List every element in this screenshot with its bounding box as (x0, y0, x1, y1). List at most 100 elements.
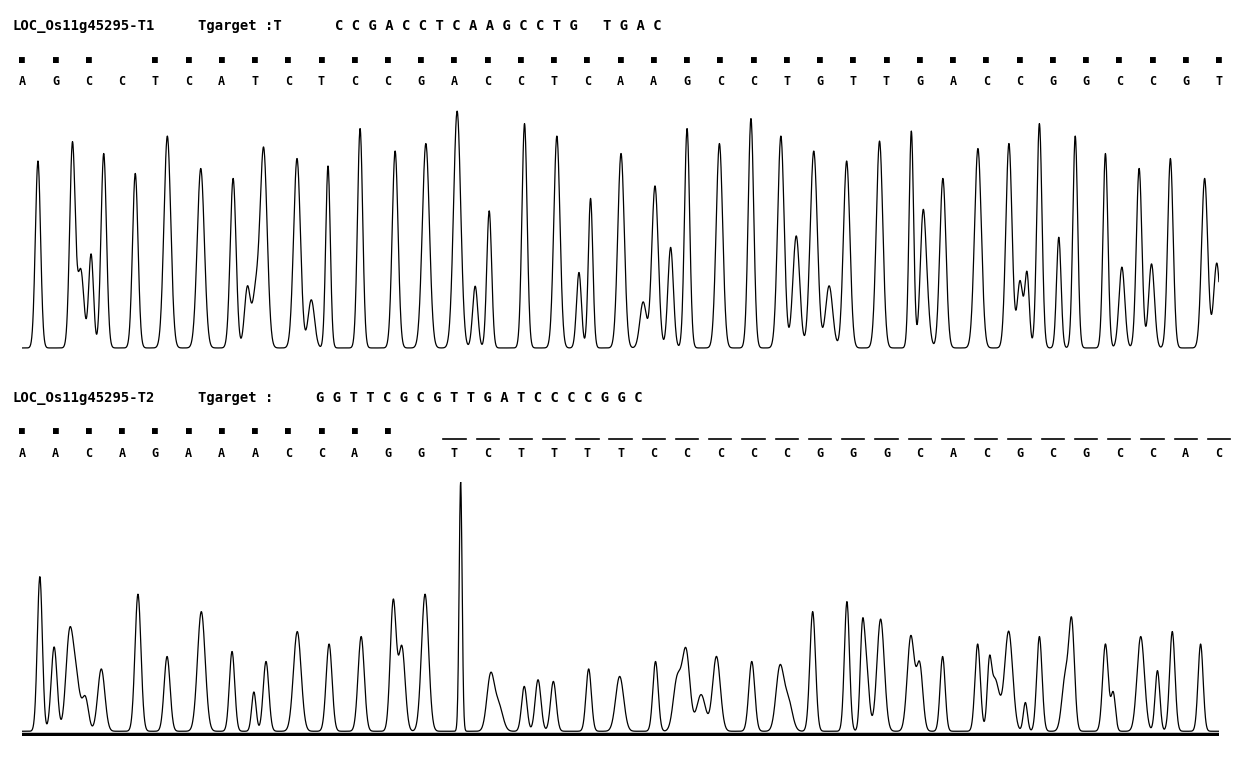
Text: C: C (1116, 446, 1122, 460)
Text: C: C (1116, 74, 1122, 88)
Text: ■: ■ (518, 55, 523, 65)
Text: C: C (119, 74, 125, 88)
Text: C: C (683, 446, 691, 460)
Text: ■: ■ (451, 55, 458, 65)
Text: T: T (451, 446, 458, 460)
Text: ■: ■ (1149, 55, 1156, 65)
Text: ■: ■ (485, 55, 491, 65)
Text: LOC_Os11g45295-T1: LOC_Os11g45295-T1 (12, 20, 155, 33)
Text: ■: ■ (684, 55, 689, 65)
Text: G: G (52, 74, 60, 88)
Text: T: T (551, 74, 558, 88)
Text: C: C (982, 446, 990, 460)
Text: ■: ■ (916, 55, 923, 65)
Text: G: G (849, 446, 857, 460)
Text: ■: ■ (384, 55, 391, 65)
Text: ■: ■ (584, 55, 590, 65)
Text: ■: ■ (418, 55, 424, 65)
Text: A: A (950, 446, 956, 460)
Text: ■: ■ (20, 426, 25, 436)
Text: C: C (717, 446, 724, 460)
Text: ■: ■ (651, 55, 657, 65)
Text: C: C (784, 446, 790, 460)
Text: A: A (351, 446, 358, 460)
Text: T: T (883, 74, 890, 88)
Text: ■: ■ (86, 55, 92, 65)
Text: ■: ■ (817, 55, 823, 65)
Text: G: G (916, 74, 924, 88)
Text: C: C (185, 74, 192, 88)
Text: ■: ■ (153, 55, 159, 65)
Text: ■: ■ (52, 55, 58, 65)
Text: C: C (750, 74, 758, 88)
Text: ■: ■ (86, 426, 92, 436)
Text: ■: ■ (352, 426, 357, 436)
Text: C: C (1049, 446, 1056, 460)
Text: ■: ■ (319, 55, 325, 65)
Text: G: G (816, 446, 823, 460)
Text: G: G (1016, 446, 1023, 460)
Text: T: T (618, 446, 624, 460)
Text: C: C (1016, 74, 1023, 88)
Text: Tgarget :T: Tgarget :T (198, 20, 283, 33)
Text: G: G (683, 74, 691, 88)
Text: ■: ■ (552, 55, 557, 65)
Text: C: C (717, 74, 724, 88)
Text: A: A (218, 446, 226, 460)
Text: G: G (384, 446, 392, 460)
Text: C: C (317, 446, 325, 460)
Text: T: T (1215, 74, 1223, 88)
Text: A: A (650, 74, 657, 88)
Text: C: C (1149, 74, 1156, 88)
Text: ■: ■ (119, 426, 125, 436)
Text: ■: ■ (983, 55, 990, 65)
Text: C: C (384, 74, 392, 88)
Text: ■: ■ (618, 55, 624, 65)
Text: C: C (1149, 446, 1156, 460)
Text: Tgarget :: Tgarget : (198, 392, 274, 405)
Text: ■: ■ (1216, 55, 1221, 65)
Text: G: G (816, 74, 823, 88)
Text: ■: ■ (285, 55, 291, 65)
Text: G: G (1083, 446, 1090, 460)
Text: ■: ■ (252, 426, 258, 436)
Text: ■: ■ (153, 426, 159, 436)
Text: G: G (151, 446, 159, 460)
Text: ■: ■ (718, 55, 723, 65)
Text: ■: ■ (20, 55, 25, 65)
Text: A: A (451, 74, 458, 88)
Text: G: G (418, 74, 425, 88)
Text: A: A (1182, 446, 1189, 460)
Text: A: A (618, 74, 624, 88)
Text: C: C (650, 446, 657, 460)
Text: ■: ■ (186, 55, 191, 65)
Text: ■: ■ (1116, 55, 1122, 65)
Text: ■: ■ (1083, 55, 1089, 65)
Text: G G T T C G C G T T G A T C C C C G G C: G G T T C G C G T T G A T C C C C G G C (316, 392, 642, 405)
Text: A: A (252, 446, 259, 460)
Text: C: C (484, 74, 491, 88)
Text: LOC_Os11g45295-T2: LOC_Os11g45295-T2 (12, 392, 155, 405)
Text: ■: ■ (352, 55, 357, 65)
Text: ■: ■ (1183, 55, 1189, 65)
Text: T: T (584, 446, 591, 460)
Text: C: C (351, 74, 358, 88)
Text: ■: ■ (784, 55, 790, 65)
Text: T: T (151, 74, 159, 88)
Text: G: G (1083, 74, 1090, 88)
Text: C: C (86, 74, 92, 88)
Text: ■: ■ (252, 55, 258, 65)
Text: ■: ■ (384, 426, 391, 436)
Text: A: A (19, 74, 26, 88)
Text: T: T (517, 446, 525, 460)
Text: G: G (883, 446, 890, 460)
Text: ■: ■ (1050, 55, 1055, 65)
Text: C: C (86, 446, 92, 460)
Text: G: G (1182, 74, 1189, 88)
Text: C: C (484, 446, 491, 460)
Text: A: A (950, 74, 956, 88)
Text: ■: ■ (1017, 55, 1023, 65)
Text: A: A (52, 446, 60, 460)
Text: A: A (218, 74, 226, 88)
Text: G: G (418, 446, 425, 460)
